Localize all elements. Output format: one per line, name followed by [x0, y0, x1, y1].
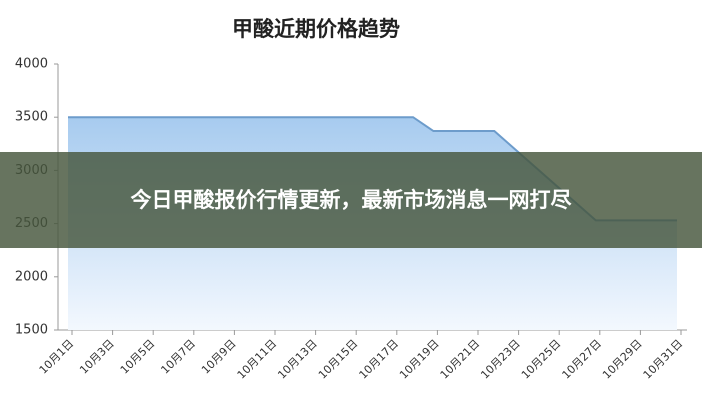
x-tick-label: 10月27日: [559, 337, 604, 382]
x-tick-label: 10月13日: [275, 337, 320, 382]
x-tick-label: 10月17日: [356, 337, 401, 382]
x-tick-label: 10月21日: [438, 337, 483, 382]
banner-text: 今日甲酸报价行情更新，最新市场消息一网打尽: [130, 188, 572, 212]
y-tick-label: 1500: [15, 323, 48, 338]
x-tick-label: 10月11日: [235, 337, 280, 382]
x-tick-label: 10月23日: [478, 337, 523, 382]
x-tick-label: 10月7日: [158, 337, 198, 377]
x-tick-label: 10月25日: [519, 337, 564, 382]
x-tick-label: 10月31日: [641, 337, 686, 382]
chart-title: 甲酸近期价格趋势: [232, 17, 400, 41]
y-tick-label: 3500: [15, 110, 48, 125]
x-tick-label: 10月1日: [37, 337, 77, 377]
x-tick-label: 10月3日: [77, 337, 117, 377]
x-tick-label: 10月29日: [600, 337, 645, 382]
y-tick-label: 2000: [15, 269, 48, 284]
banner: 今日甲酸报价行情更新，最新市场消息一网打尽: [0, 152, 702, 248]
x-tick-label: 10月15日: [316, 337, 361, 382]
x-tick-label: 10月19日: [397, 337, 442, 382]
x-tick-label: 10月5日: [118, 337, 158, 377]
y-tick-label: 4000: [15, 57, 48, 72]
x-tick-label: 10月9日: [199, 337, 239, 377]
